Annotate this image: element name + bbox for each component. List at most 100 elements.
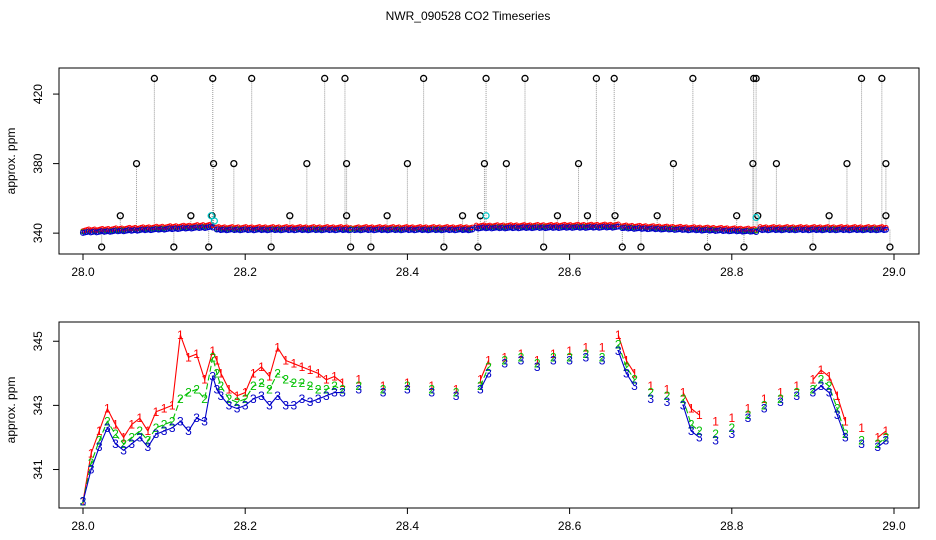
series-1-line [812, 369, 846, 422]
series-1-marker: 1 [282, 353, 289, 367]
series-3-marker: 3 [842, 430, 849, 444]
series-1-marker: 1 [631, 366, 638, 380]
series-1-marker: 1 [777, 386, 784, 400]
outlier-low-point [267, 243, 275, 251]
series-3-marker: 3 [96, 440, 103, 454]
cyan-point [210, 217, 218, 225]
series-2-marker: 2 [250, 379, 257, 393]
series-2-marker: 2 [226, 392, 233, 406]
outlier-mild-point [653, 212, 661, 220]
outlier-high-point [482, 74, 490, 83]
series-1-marker: 1 [712, 414, 719, 428]
series-3-marker: 3 [234, 402, 241, 416]
series-2-line [812, 378, 846, 435]
series-2-marker: 2 [331, 379, 338, 393]
series-1-marker: 1 [218, 366, 225, 380]
series-3-marker: 3 [88, 463, 95, 477]
outlier-mild-point [553, 212, 562, 220]
series-3-marker: 3 [810, 386, 817, 400]
outlier-mild-point [882, 212, 890, 220]
series-1-marker: 1 [380, 379, 387, 393]
series-3-marker: 3 [566, 353, 573, 367]
outlier-high-point [750, 74, 758, 83]
outlier-mild-point [583, 212, 592, 220]
series-3-marker: 3 [120, 443, 127, 457]
series-2-marker: 2 [664, 389, 671, 403]
series-3-marker: 3 [291, 398, 298, 412]
series-1-marker: 1 [299, 360, 306, 374]
series-1-marker: 1 [477, 373, 484, 387]
series-2-marker: 2 [777, 392, 784, 406]
outlier-low-point [346, 243, 355, 251]
outlier-low-point [740, 243, 748, 251]
outlier-high-point [857, 74, 866, 83]
series-2-marker: 2 [842, 427, 849, 441]
series-2-marker: 2 [234, 395, 241, 409]
series-1-marker: 1 [664, 382, 671, 396]
series-1-marker: 1 [145, 424, 152, 438]
series-3-marker: 3 [664, 395, 671, 409]
series-2-marker: 2 [128, 430, 135, 444]
series-1-marker: 1 [518, 347, 525, 361]
series-1-marker: 1 [136, 411, 143, 425]
top-plot-area [79, 74, 894, 251]
series-2-marker: 2 [193, 382, 200, 396]
x-tick-label: 28.6 [558, 519, 582, 533]
outlier-low-point [474, 243, 482, 251]
top-panel-frame [58, 67, 920, 255]
series-1-marker: 1 [193, 347, 200, 361]
series-1-marker: 1 [696, 408, 703, 422]
series-2-line [617, 344, 635, 381]
series-1-marker: 1 [315, 366, 322, 380]
series-3-marker: 3 [680, 398, 687, 412]
series-3-marker: 3 [688, 424, 695, 438]
series-2-marker: 2 [599, 350, 606, 364]
series-1-marker: 1 [242, 386, 249, 400]
outlier-low-point [703, 243, 712, 251]
series-3-marker: 3 [161, 424, 168, 438]
outlier-mild-point [458, 212, 467, 220]
series-3-marker: 3 [307, 395, 314, 409]
bottom-ylabel: approx. ppm [4, 377, 18, 444]
series-3-marker: 3 [201, 414, 208, 428]
series-1-marker: 1 [96, 424, 103, 438]
series-1-marker: 1 [745, 402, 752, 416]
series-1-marker: 1 [599, 341, 606, 355]
series-2-line [82, 357, 343, 502]
series-2-marker: 2 [858, 434, 865, 448]
outlier-high-point [521, 74, 529, 83]
series-1-marker: 1 [728, 411, 735, 425]
series-1-marker: 1 [883, 424, 890, 438]
series-2-marker: 2 [485, 360, 492, 374]
series-2-marker: 2 [209, 350, 216, 364]
outlier-low-point [637, 243, 645, 251]
series-3-marker: 3 [453, 389, 460, 403]
series-1-marker: 1 [169, 398, 176, 412]
series-3-marker: 3 [428, 386, 435, 400]
series-3-marker: 3 [218, 389, 225, 403]
series-1-marker: 1 [234, 389, 241, 403]
series-2-marker: 2 [883, 430, 890, 444]
series-1-marker: 1 [680, 386, 687, 400]
series-2-marker: 2 [201, 392, 208, 406]
outlier-low-point [98, 243, 106, 251]
series-3-marker: 3 [258, 389, 265, 403]
series-2-marker: 2 [120, 437, 127, 451]
y-tick-label: 345 [31, 331, 45, 351]
series-2-marker: 2 [282, 373, 289, 387]
outlier-low-point [618, 243, 626, 251]
series-2-marker: 2 [153, 421, 160, 435]
x-tick-label: 28.6 [558, 265, 582, 279]
x-tick-label: 29.0 [882, 519, 906, 533]
series-1-marker: 1 [582, 341, 589, 355]
series-3-marker: 3 [169, 421, 176, 435]
series-1-marker: 1 [874, 430, 881, 444]
outlier-mid-point [403, 159, 412, 168]
series-1-marker: 1 [810, 373, 817, 387]
outlier-low-point [170, 243, 178, 251]
series-1-marker: 1 [428, 379, 435, 393]
series-3-marker: 3 [193, 411, 200, 425]
outlier-mid-point [669, 159, 678, 168]
outlier-mild-point [383, 212, 391, 220]
